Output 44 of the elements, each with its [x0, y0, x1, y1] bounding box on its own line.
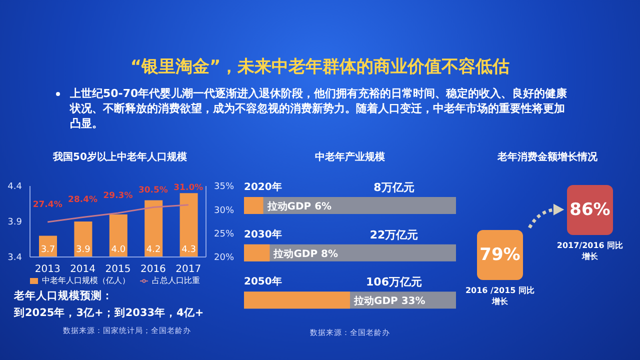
y-tick-label: 3.9: [8, 218, 22, 228]
data-label: 27.4%: [32, 200, 63, 210]
data-label: 拉动GDP 8%: [272, 248, 338, 260]
text: 8万亿元: [374, 181, 414, 194]
data-label: 4.3: [182, 245, 196, 255]
data-label: 3.9: [76, 245, 91, 255]
data-label: 28.4%: [68, 195, 98, 206]
data-label: 拉动GDP 6%: [266, 200, 332, 212]
x-tick-label: 2013: [34, 264, 60, 276]
chart-title: 中老年产业规模: [314, 150, 386, 164]
text: 老年人口规模预测：: [13, 289, 114, 303]
data-label: 4.0: [111, 245, 126, 255]
y-tick-label: 2030年: [244, 228, 282, 240]
y2-tick-label: 35%: [214, 182, 234, 192]
y2-tick-label: 25%: [214, 230, 234, 240]
legend-label: 占总人口比重: [152, 276, 200, 285]
text: 106万亿元: [366, 276, 422, 289]
y-tick-label: 4.4: [8, 182, 22, 192]
y2-tick-label: 20%: [214, 253, 234, 264]
data-label: 拉动GDP 33%: [353, 295, 426, 308]
data-label: 79%: [477, 230, 523, 280]
y-tick-label: 2050年: [244, 276, 282, 288]
text: 上世纪50-70年代婴儿潮一代逐渐进入退休阶段，他们拥有充裕的日常时间、稳定的收入、良好的健康状况、不断释放的消费欲望，成为不容忽视的消费新势力。随着人口变迁，中老年市场的重要性将更加凸显。: [70, 86, 568, 131]
x-tick-label: 2014: [70, 264, 96, 276]
data-label: 3.7: [40, 245, 56, 255]
y-tick-label: 2020年: [244, 181, 282, 193]
x-tick-label: 2015: [105, 264, 131, 276]
data-label: 29.3%: [103, 190, 134, 201]
category-label: 2017/2016 同比增长: [556, 240, 624, 262]
x-tick-label: 2017: [176, 264, 202, 276]
data-label: 4.2: [146, 245, 161, 255]
legend-label: 中老年人口规模（亿人）: [42, 276, 130, 285]
y2-tick-label: 30%: [214, 206, 234, 216]
data-label: 30.5%: [138, 185, 168, 196]
text: 22万亿元: [370, 228, 418, 242]
y-tick-label: 3.4: [8, 253, 22, 264]
text: 老年消费金额增长情况: [496, 150, 598, 164]
data-label: 86%: [567, 185, 613, 235]
category-label: 2016 /2015 同比增长: [465, 285, 535, 307]
data-label: 31.0%: [174, 182, 204, 193]
text: “银里淘金”，未来中老年群体的商业价值不容低估: [129, 56, 511, 78]
text: 到2025年，3亿+；到2033年，4亿+: [12, 306, 205, 320]
chart-title: 我国50岁以上中老年人口规模: [52, 150, 188, 164]
x-tick-label: 2016: [140, 264, 166, 276]
